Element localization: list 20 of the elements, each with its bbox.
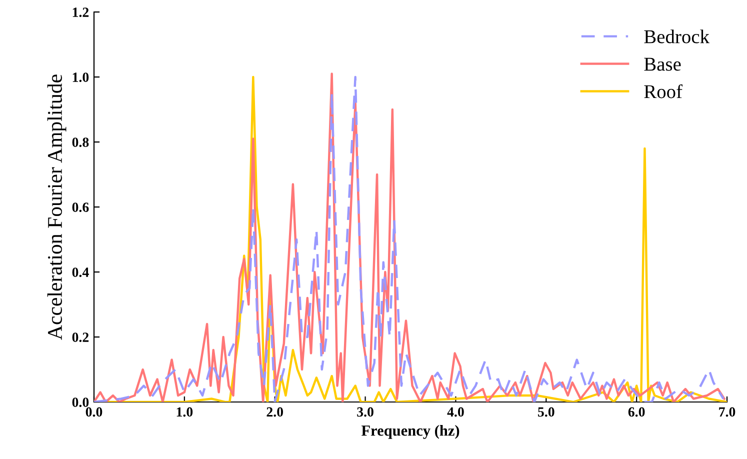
x-tick-label: 2.0 xyxy=(266,407,284,417)
x-axis-title: Frequency (hz) xyxy=(361,425,460,439)
x-tick-label: 6.0 xyxy=(628,407,645,417)
x-tick-label: 5.0 xyxy=(538,407,554,417)
legend-label: Roof xyxy=(644,84,683,98)
x-tick-label: 3.0 xyxy=(357,407,374,417)
y-tick-label: 1.0 xyxy=(72,72,89,82)
y-axis-title: Acceleration Fourier Amplitude xyxy=(47,74,66,340)
x-tick-label: 4.0 xyxy=(447,407,464,417)
y-tick-label: 0.4 xyxy=(72,268,89,278)
x-tick-label: 7.0 xyxy=(719,407,736,417)
y-tick-label: 0.2 xyxy=(72,332,89,342)
legend-label: Bedrock xyxy=(644,30,710,44)
legend-label: Base xyxy=(644,58,681,71)
y-tick-label: 1.2 xyxy=(72,8,89,18)
x-tick-label: 1.0 xyxy=(176,407,193,417)
y-tick-label: 0.6 xyxy=(72,202,89,212)
x-tick-label: 0.0 xyxy=(86,407,102,417)
y-tick-label: 0.8 xyxy=(72,138,89,148)
y-tick-label: 0.0 xyxy=(72,398,89,408)
